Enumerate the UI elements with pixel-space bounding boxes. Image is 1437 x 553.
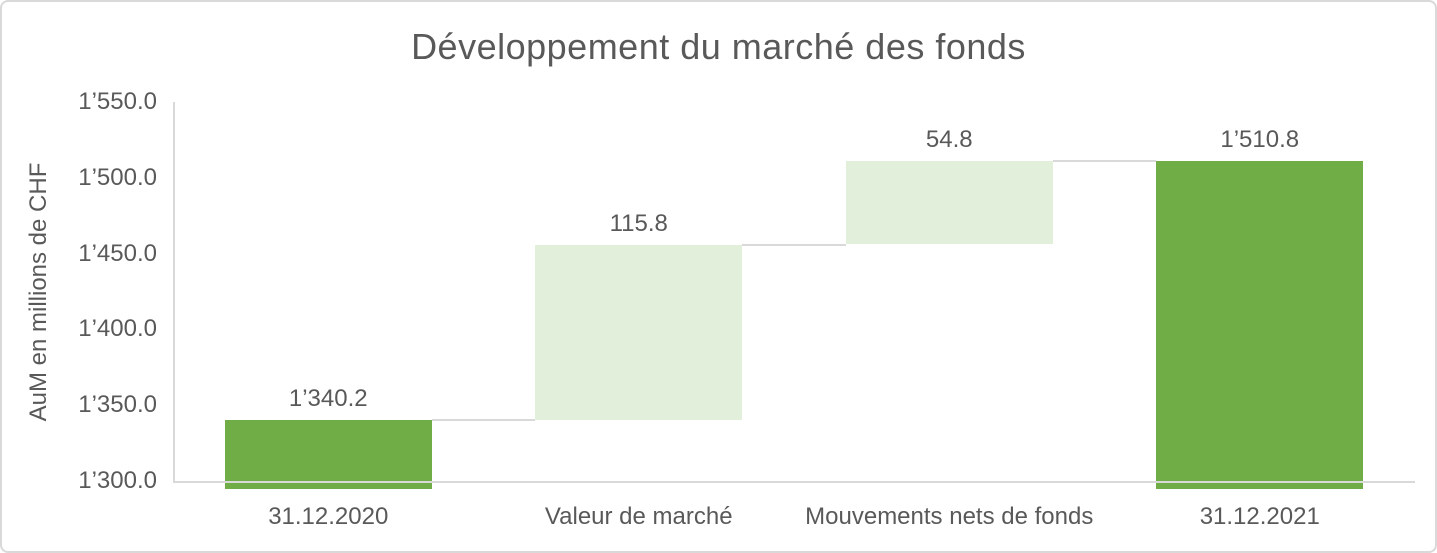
y-axis-title: AuM en millions de CHF [25, 162, 52, 422]
y-tick-label: 1’450.0 [78, 239, 157, 267]
waterfall-bar-delta [845, 161, 1053, 245]
waterfall-bar-total [224, 420, 432, 489]
y-tick-label: 1’550.0 [78, 88, 157, 115]
chart-title: Développement du marché des fonds [411, 26, 1026, 67]
x-axis-line [173, 481, 1415, 483]
category-label: 31.12.2020 [268, 503, 389, 530]
category-label: 31.12.2021 [1199, 503, 1320, 530]
waterfall-bar-delta [535, 244, 743, 421]
connector-line [1052, 160, 1157, 163]
bar-value-label: 1’510.8 [1220, 126, 1300, 154]
connector-line [742, 243, 846, 246]
y-tick-label: 1’300.0 [78, 467, 157, 494]
bar-value-label: 1’340.2 [288, 385, 368, 413]
y-tick-label: 1’400.0 [78, 315, 157, 343]
connector-line [431, 419, 536, 422]
bar-value-label: 115.8 [609, 209, 668, 237]
y-axis-line [173, 102, 175, 483]
y-tick-label: 1’350.0 [78, 391, 157, 419]
y-tick-label: 1’500.0 [78, 163, 157, 191]
category-label: Mouvements nets de fonds [805, 503, 1094, 530]
category-label: Valeur de marché [544, 503, 733, 530]
waterfall-bar-total [1156, 161, 1364, 489]
bar-value-label: 54.8 [925, 126, 973, 154]
